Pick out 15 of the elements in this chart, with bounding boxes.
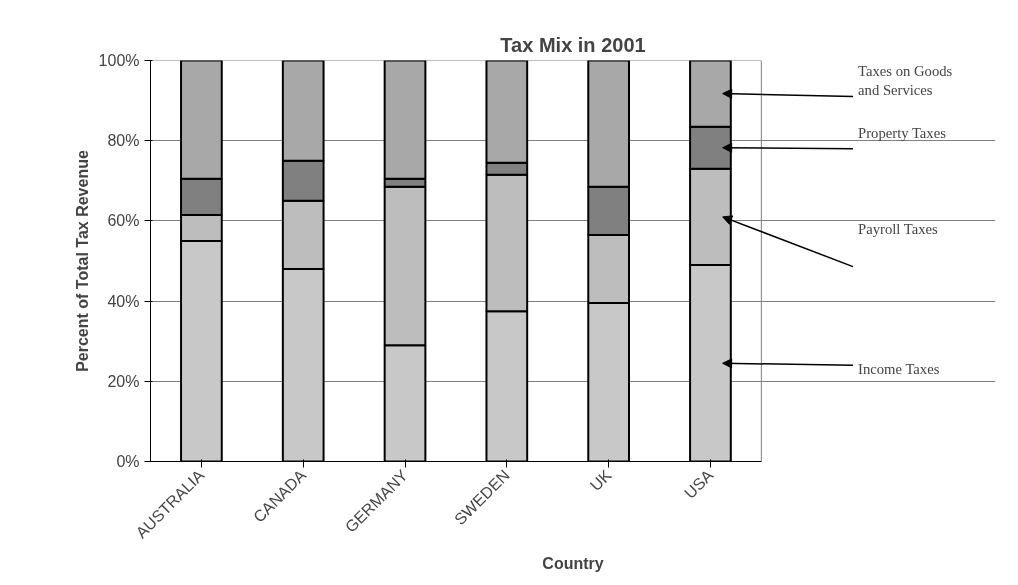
y-tick-label: 20% [107,372,140,390]
x-tick-label: USA [681,466,717,502]
text: Income Taxes [858,361,940,378]
text: Payroll Taxes [858,220,939,237]
chart-title: Tax Mix in 2001 [500,33,646,56]
y-tick-label: 0% [116,453,140,470]
y-tick-label: 60% [107,212,140,230]
text: Taxes on Goods and Services [858,62,953,99]
x-tick-label: UK [586,466,615,495]
y-tick-label: 100% [98,52,140,69]
text: Property Taxes [858,124,947,141]
y-axis-title: Percent of Total Tax Revenue [73,150,91,372]
y-tick-label: 40% [107,292,140,310]
x-axis-title: Country [542,555,604,573]
y-tick-label: 80% [107,132,140,150]
